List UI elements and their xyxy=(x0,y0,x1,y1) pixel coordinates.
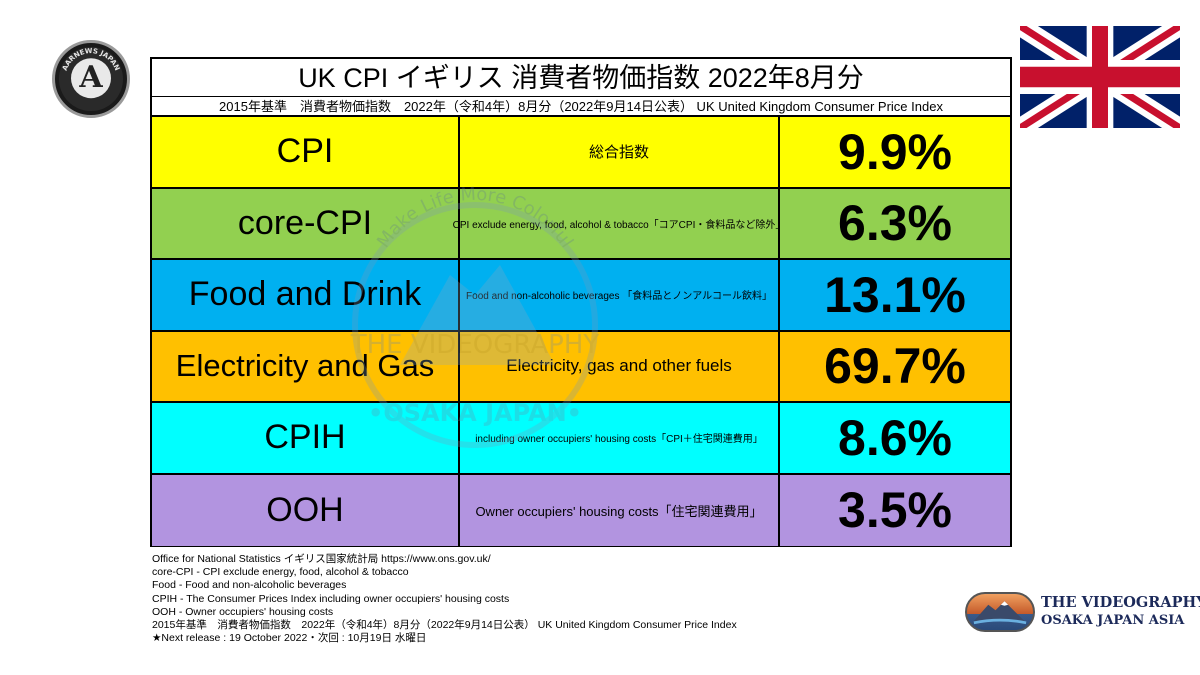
videography-brand: THE VIDEOGRAPHY OSAKA JAPAN ASIA xyxy=(965,592,1200,634)
table-row-food-and-drink: Food and Drink Food and non-alcoholic be… xyxy=(152,260,1010,332)
row-description: Owner occupiers' housing costs「住宅関連費用」 xyxy=(460,474,780,546)
note-line: 2015年基準 消費者物価指数 2022年（令和4年）8月分（2022年9月14… xyxy=(152,619,737,632)
table-subtitle: 2015年基準 消費者物価指数 2022年（令和4年）8月分（2022年9月14… xyxy=(152,97,1010,117)
note-line: ★Next release : 19 October 2022・次回 : 10月… xyxy=(152,632,427,645)
row-name: CPIH xyxy=(152,403,460,473)
footnotes: Office for National Statistics イギリス国家統計局… xyxy=(152,553,737,645)
note-line: Food - Food and non-alcoholic beverages xyxy=(152,579,347,592)
row-name: Food and Drink xyxy=(152,260,460,330)
row-description: including owner occupiers' housing costs… xyxy=(460,403,780,473)
brand-title: THE VIDEOGRAPHY xyxy=(1041,594,1200,611)
row-value: 9.9% xyxy=(838,123,952,180)
cpi-table: UK CPI イギリス 消費者物価指数 2022年8月分 2015年基準 消費者… xyxy=(150,57,1012,547)
row-value: 69.7% xyxy=(824,338,966,395)
logo-glyph: A xyxy=(71,58,111,99)
aarnews-logo: AARNEWS JAPAN A xyxy=(52,40,130,118)
row-value: 13.1% xyxy=(824,266,966,323)
row-value: 3.5% xyxy=(838,482,952,539)
table-row-cpi: CPI 総合指数 9.9% xyxy=(152,117,1010,189)
mountain-icon xyxy=(965,592,1035,632)
note-line: core-CPI - CPI exclude energy, food, alc… xyxy=(152,566,409,579)
row-description: 総合指数 xyxy=(460,117,780,187)
table-row-core-cpi: core-CPI CPI exclude energy, food, alcoh… xyxy=(152,188,1010,260)
row-description: Food and non-alcoholic beverages 「食料品とノン… xyxy=(460,260,780,330)
row-name: Electricity and Gas xyxy=(152,331,460,401)
uk-flag-icon xyxy=(1020,26,1180,128)
row-name: CPI xyxy=(152,117,460,187)
brand-subtitle: OSAKA JAPAN ASIA xyxy=(1041,613,1185,628)
table-title: UK CPI イギリス 消費者物価指数 2022年8月分 xyxy=(152,59,1010,97)
table-row-cpih: CPIH including owner occupiers' housing … xyxy=(152,403,1010,475)
row-description: CPI exclude energy, food, alcohol & toba… xyxy=(453,188,785,258)
row-name: OOH xyxy=(152,474,460,546)
note-line: Office for National Statistics イギリス国家統計局… xyxy=(152,553,491,565)
note-line: CPIH - The Consumer Prices Index includi… xyxy=(152,592,510,605)
row-value: 6.3% xyxy=(838,195,952,252)
row-description: Electricity, gas and other fuels xyxy=(460,331,780,401)
row-value: 8.6% xyxy=(838,409,952,466)
note-line: OOH - Owner occupiers' housing costs xyxy=(152,605,334,618)
row-name: core-CPI xyxy=(152,188,460,258)
table-row-ooh: OOH Owner occupiers' housing costs「住宅関連費… xyxy=(152,474,1010,546)
table-row-electricity-and-gas: Electricity and Gas Electricity, gas and… xyxy=(152,331,1010,403)
table-rows: CPI 総合指数 9.9% core-CPI CPI exclude energ… xyxy=(152,117,1010,546)
